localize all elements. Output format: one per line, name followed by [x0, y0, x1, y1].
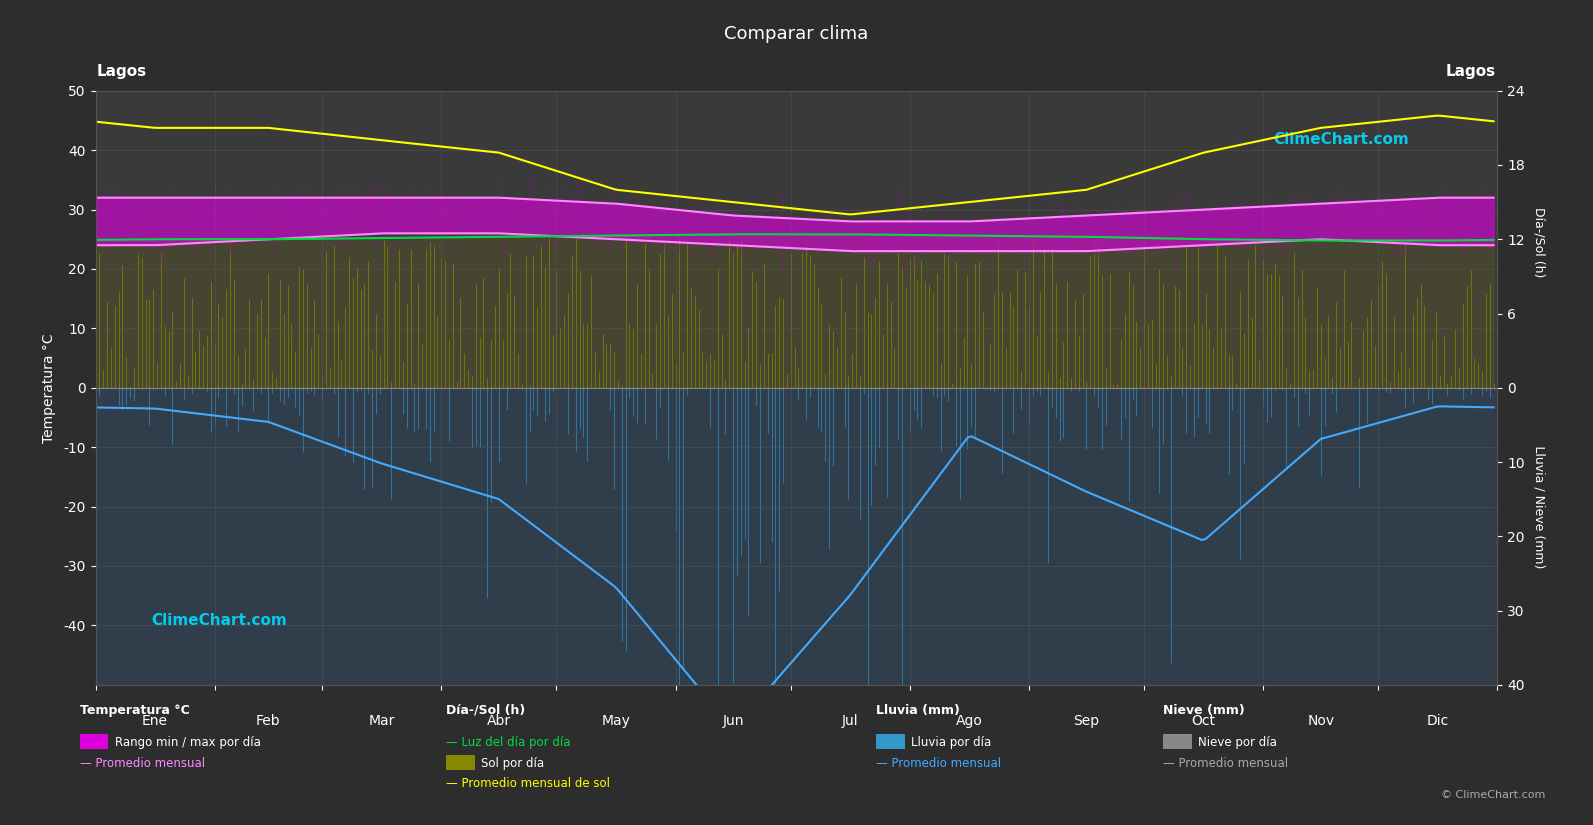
Text: Oct: Oct [1192, 714, 1215, 728]
Text: Abr: Abr [487, 714, 511, 728]
Text: Feb: Feb [256, 714, 280, 728]
Y-axis label: Día-/Sol (h)                                          Lluvia / Nieve (mm): Día-/Sol (h) Lluvia / Nieve (mm) [1532, 207, 1545, 568]
Text: Lagos: Lagos [1446, 64, 1496, 79]
Text: Jul: Jul [843, 714, 859, 728]
Text: — Promedio mensual: — Promedio mensual [80, 757, 205, 770]
Text: ClimeChart.com: ClimeChart.com [1273, 132, 1408, 148]
Text: — Luz del día por día: — Luz del día por día [446, 736, 570, 749]
Text: Sol por día: Sol por día [481, 757, 545, 770]
Text: Día-/Sol (h): Día-/Sol (h) [446, 704, 526, 717]
Text: Nov: Nov [1308, 714, 1335, 728]
Text: Dic: Dic [1427, 714, 1450, 728]
Text: Lagos: Lagos [97, 64, 147, 79]
Text: Rango min / max por día: Rango min / max por día [115, 736, 261, 749]
Text: Jun: Jun [722, 714, 744, 728]
Text: Comparar clima: Comparar clima [725, 25, 868, 43]
Text: Temperatura °C: Temperatura °C [80, 704, 190, 717]
Text: Lluvia (mm): Lluvia (mm) [876, 704, 961, 717]
Text: — Promedio mensual: — Promedio mensual [876, 757, 1002, 770]
Text: ClimeChart.com: ClimeChart.com [151, 614, 287, 629]
Text: Mar: Mar [368, 714, 395, 728]
Text: — Promedio mensual: — Promedio mensual [1163, 757, 1289, 770]
Text: Sep: Sep [1074, 714, 1099, 728]
Text: Nieve por día: Nieve por día [1198, 736, 1278, 749]
Text: Lluvia por día: Lluvia por día [911, 736, 991, 749]
Text: Ago: Ago [956, 714, 983, 728]
Text: May: May [602, 714, 631, 728]
Y-axis label: Temperatura °C: Temperatura °C [43, 333, 56, 442]
Text: Ene: Ene [142, 714, 169, 728]
Text: © ClimeChart.com: © ClimeChart.com [1440, 790, 1545, 800]
Text: — Promedio mensual de sol: — Promedio mensual de sol [446, 777, 610, 790]
Text: Nieve (mm): Nieve (mm) [1163, 704, 1244, 717]
